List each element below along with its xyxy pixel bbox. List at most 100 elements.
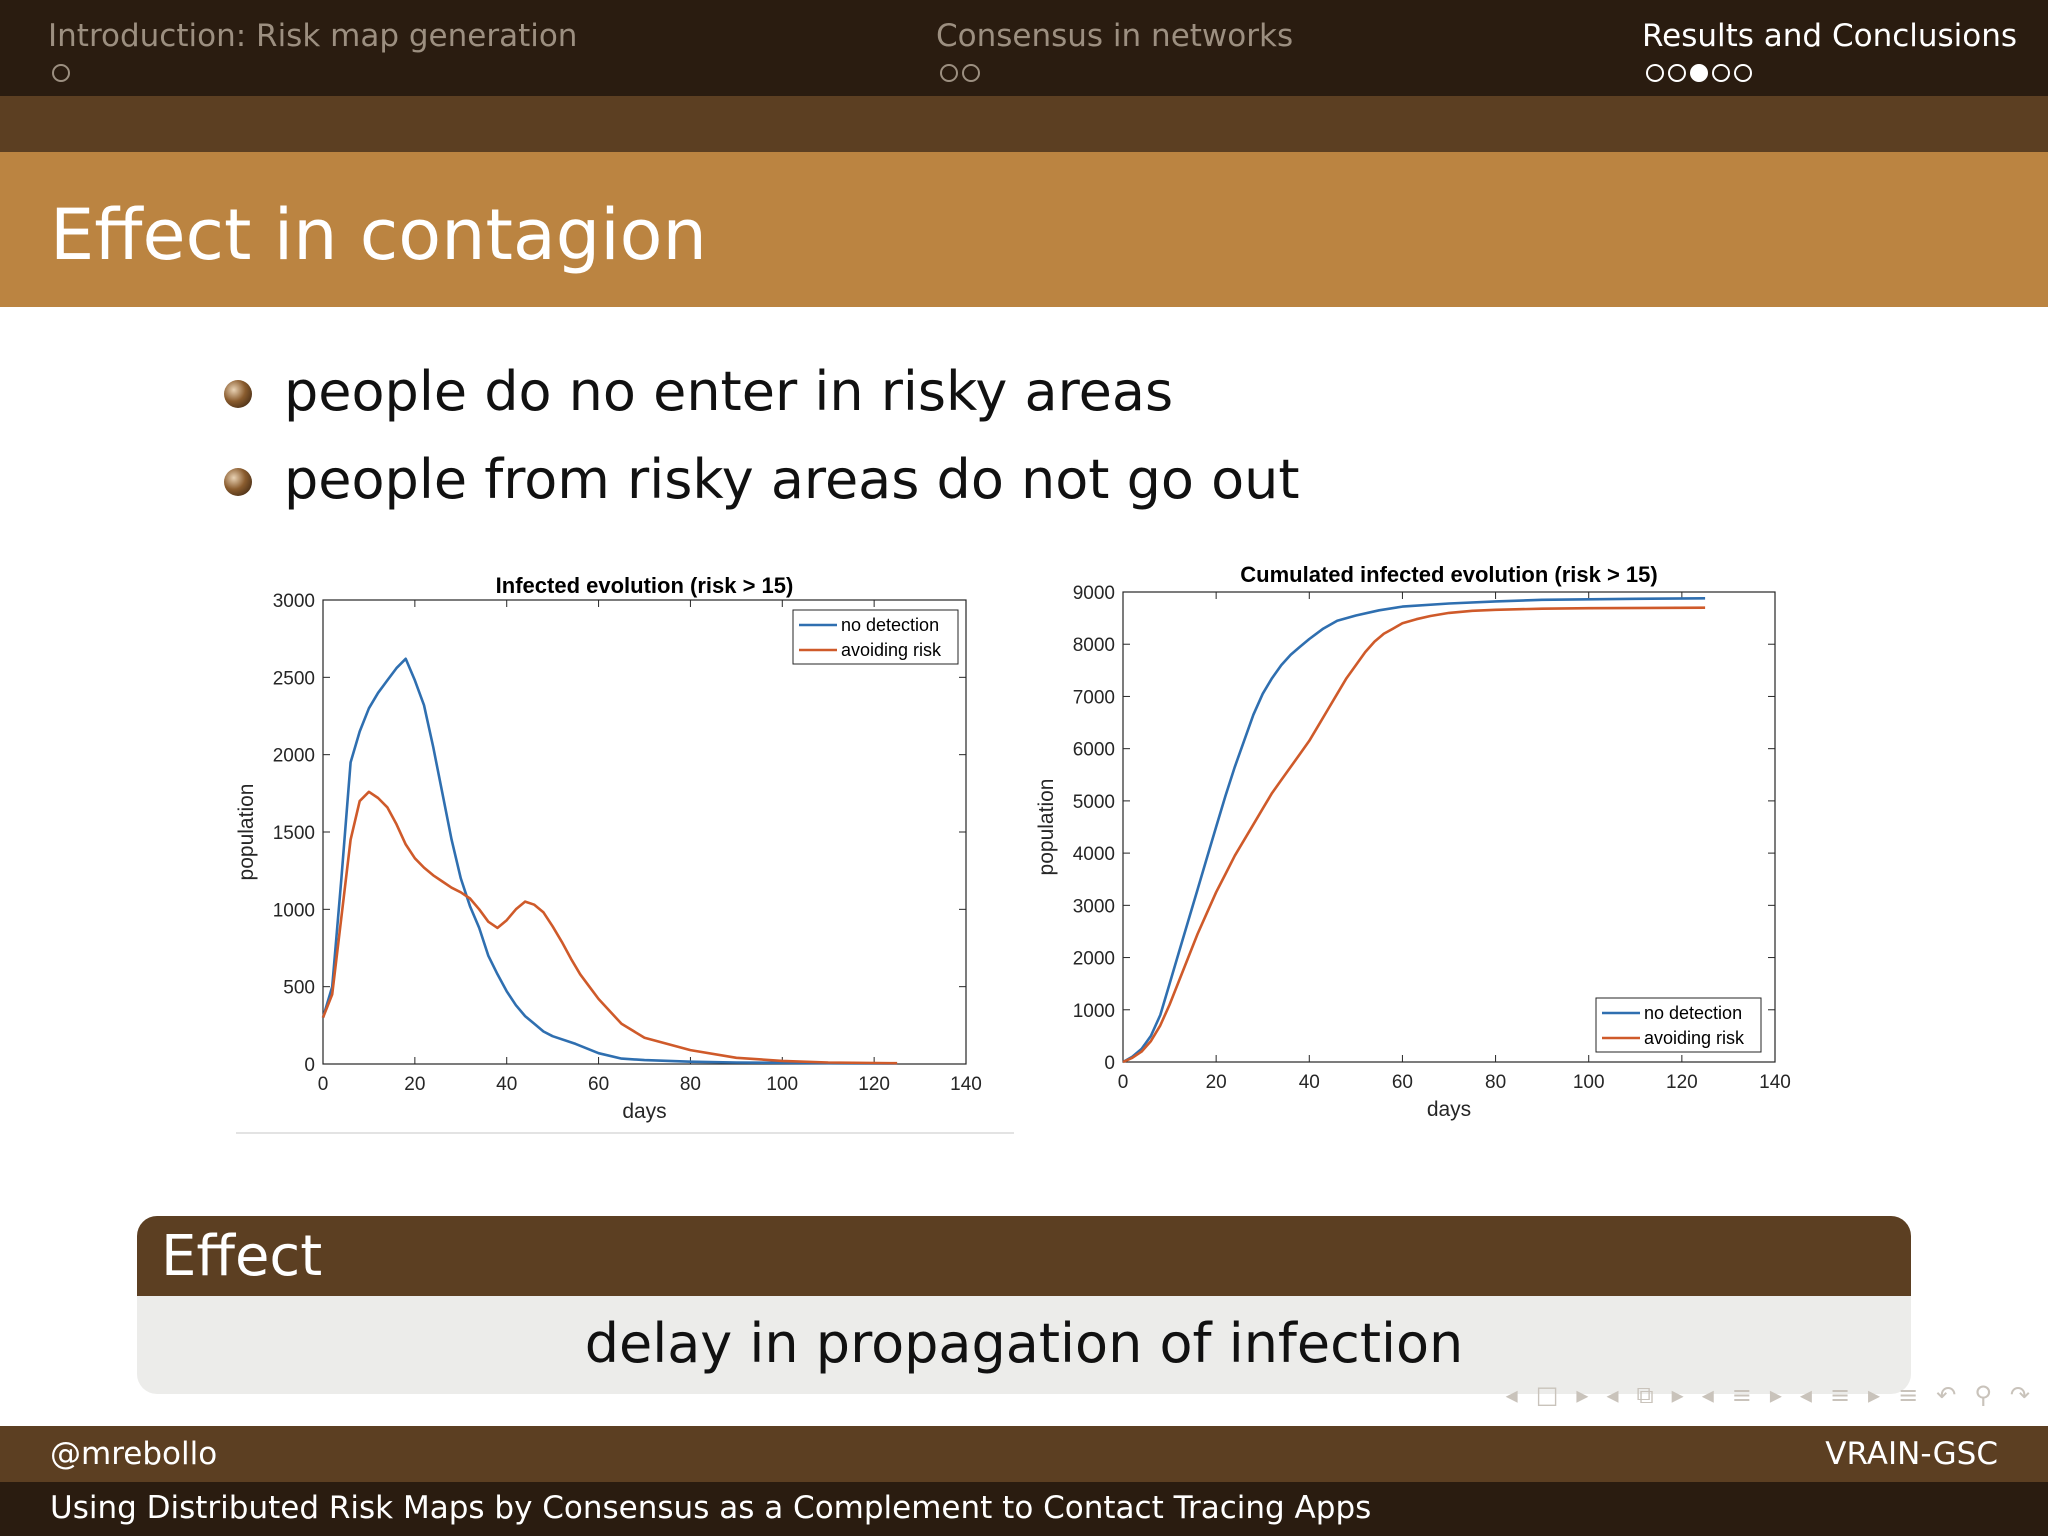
nav-subsection-dots-results — [1646, 64, 1752, 82]
x-tick-label: 20 — [404, 1074, 425, 1095]
section-navigation: Introduction: Risk map generation Consen… — [0, 0, 2048, 96]
legend-label: no detection — [841, 615, 939, 635]
bullet-list: people do no enter in risky areas people… — [222, 352, 1300, 528]
x-axis-label: days — [622, 1100, 666, 1123]
footer-institute: VRAIN-GSC — [1825, 1436, 1998, 1472]
nav-search-icon[interactable]: ⚲ — [1974, 1381, 1992, 1409]
series-line-avoiding-risk — [1122, 606, 1706, 1064]
footer-top-bar: @mrebollo VRAIN-GSC — [0, 1426, 2048, 1482]
y-axis-label: population — [235, 784, 258, 881]
nav-back-icon[interactable]: ↶ — [1936, 1381, 1957, 1409]
nav-subsection-icon[interactable]: ⧉ — [1636, 1381, 1654, 1409]
frame-title-bar: Effect in contagion — [0, 152, 2048, 307]
x-tick-label: 40 — [1299, 1072, 1320, 1093]
y-tick-label: 5000 — [1073, 792, 1115, 813]
nav-right-arrow-icon[interactable]: ▸ — [1769, 1381, 1782, 1409]
nav-subsection-dot-current[interactable] — [1690, 64, 1708, 82]
nav-section-consensus[interactable]: Consensus in networks — [936, 18, 1294, 54]
nav-align-icon[interactable]: ≡ — [1898, 1381, 1919, 1409]
x-tick-label: 60 — [588, 1074, 609, 1095]
legend-label: avoiding risk — [1644, 1028, 1745, 1048]
nav-right-arrow-icon[interactable]: ▸ — [1671, 1381, 1684, 1409]
nav-section-introduction[interactable]: Introduction: Risk map generation — [48, 18, 578, 54]
nav-frame-icon[interactable]: □ — [1535, 1381, 1559, 1409]
beamer-navigation-symbols: ◂ □ ▸ ◂ ⧉ ▸ ◂ ≡ ▸ ◂ ≡ ▸ ≡ ↶ ⚲ ↷ — [1320, 1380, 2030, 1410]
x-tick-label: 80 — [680, 1074, 701, 1095]
nav-subsection-dot[interactable] — [52, 64, 70, 82]
nav-subsection-dots-consensus — [940, 64, 980, 82]
nav-left-arrow-icon[interactable]: ◂ — [1505, 1381, 1518, 1409]
footer-author: @mrebollo — [50, 1436, 218, 1472]
y-tick-label: 1000 — [1073, 1001, 1115, 1022]
infected-evolution-chart: Infected evolution (risk > 15) 0 20 40 60 80 1… — [230, 560, 1030, 1144]
y-tick-label: 9000 — [1073, 583, 1115, 604]
legend-box — [1595, 997, 1762, 1053]
legend-label: avoiding risk — [841, 640, 942, 660]
chart-title: Infected evolution (risk > 15) — [496, 573, 794, 598]
effect-block: Effect delay in propagation of infection — [137, 1216, 1911, 1394]
nav-subsection-dots-introduction — [52, 64, 70, 82]
y-tick-label: 7000 — [1073, 687, 1115, 708]
effect-block-header: Effect — [137, 1216, 1911, 1296]
y-axis-label: population — [1035, 779, 1058, 876]
y-tick-label: 1000 — [273, 900, 315, 921]
legend-label: no detection — [1644, 1003, 1742, 1023]
effect-block-title: Effect — [161, 1224, 323, 1289]
bullet-ball-icon — [224, 380, 252, 408]
header-subbar — [0, 96, 2048, 152]
nav-document-icon[interactable]: ≡ — [1829, 1381, 1851, 1409]
nav-section-results[interactable]: Results and Conclusions — [1642, 18, 2018, 54]
y-tick-label: 4000 — [1073, 844, 1115, 865]
infected-evolution-svg: Infected evolution (risk > 15) 0 20 40 60 80 1… — [235, 573, 982, 1123]
x-tick-label: 100 — [1573, 1072, 1605, 1093]
x-tick-label: 140 — [1759, 1072, 1791, 1093]
plot-area — [1122, 591, 1776, 1063]
bullet-ball-icon — [224, 468, 252, 496]
y-tick-label: 500 — [283, 978, 315, 999]
frame-title: Effect in contagion — [50, 194, 707, 276]
nav-section-icon[interactable]: ≡ — [1731, 1381, 1752, 1409]
effect-block-body: delay in propagation of infection — [584, 1312, 1464, 1375]
x-tick-label: 100 — [766, 1074, 798, 1095]
series-line-no-detection — [321, 657, 898, 1065]
bullet-item: people do no enter in risky areas — [222, 352, 1300, 440]
y-tick-label: 8000 — [1073, 635, 1115, 656]
bullet-text: people from risky areas do not go out — [284, 448, 1300, 511]
x-tick-label: 0 — [318, 1074, 329, 1095]
x-tick-label: 20 — [1206, 1072, 1227, 1093]
x-tick-label: 120 — [858, 1074, 890, 1095]
y-tick-label: 2000 — [273, 746, 315, 767]
nav-subsection-dot[interactable] — [962, 64, 980, 82]
series-line-no-detection — [1122, 597, 1706, 1064]
footer-bottom-bar: Using Distributed Risk Maps by Consensus… — [0, 1482, 2048, 1536]
nav-subsection-dot[interactable] — [940, 64, 958, 82]
y-tick-label: 2000 — [1073, 949, 1115, 970]
x-tick-label: 40 — [496, 1074, 517, 1095]
nav-left-arrow-icon[interactable]: ◂ — [1701, 1381, 1714, 1409]
y-tick-label: 2500 — [273, 668, 315, 689]
y-tick-label: 0 — [1104, 1053, 1115, 1074]
x-tick-label: 140 — [950, 1074, 982, 1095]
y-tick-label: 1500 — [273, 823, 315, 844]
y-tick-label: 0 — [304, 1055, 315, 1076]
cumulated-infected-svg: Cumulated infected evolution (risk > 15)… — [1035, 562, 1791, 1121]
nav-subsection-dot[interactable] — [1668, 64, 1686, 82]
nav-left-arrow-icon[interactable]: ◂ — [1799, 1381, 1812, 1409]
nav-subsection-dot[interactable] — [1734, 64, 1752, 82]
bullet-item: people from risky areas do not go out — [222, 440, 1300, 528]
y-tick-label: 3000 — [273, 591, 315, 612]
x-tick-label: 80 — [1485, 1072, 1506, 1093]
footer-talk-title: Using Distributed Risk Maps by Consensus… — [50, 1490, 1372, 1526]
nav-subsection-dot[interactable] — [1712, 64, 1730, 82]
nav-subsection-dot[interactable] — [1646, 64, 1664, 82]
nav-right-arrow-icon[interactable]: ▸ — [1868, 1381, 1881, 1409]
x-tick-label: 60 — [1392, 1072, 1413, 1093]
y-tick-label: 3000 — [1073, 896, 1115, 917]
nav-right-arrow-icon[interactable]: ▸ — [1576, 1381, 1589, 1409]
nav-left-arrow-icon[interactable]: ◂ — [1606, 1381, 1619, 1409]
chart-divider — [236, 1132, 1014, 1134]
nav-forward-icon[interactable]: ↷ — [2009, 1381, 2030, 1409]
x-tick-label: 0 — [1118, 1072, 1129, 1093]
chart-title: Cumulated infected evolution (risk > 15) — [1240, 562, 1657, 587]
bullet-text: people do no enter in risky areas — [284, 360, 1174, 423]
